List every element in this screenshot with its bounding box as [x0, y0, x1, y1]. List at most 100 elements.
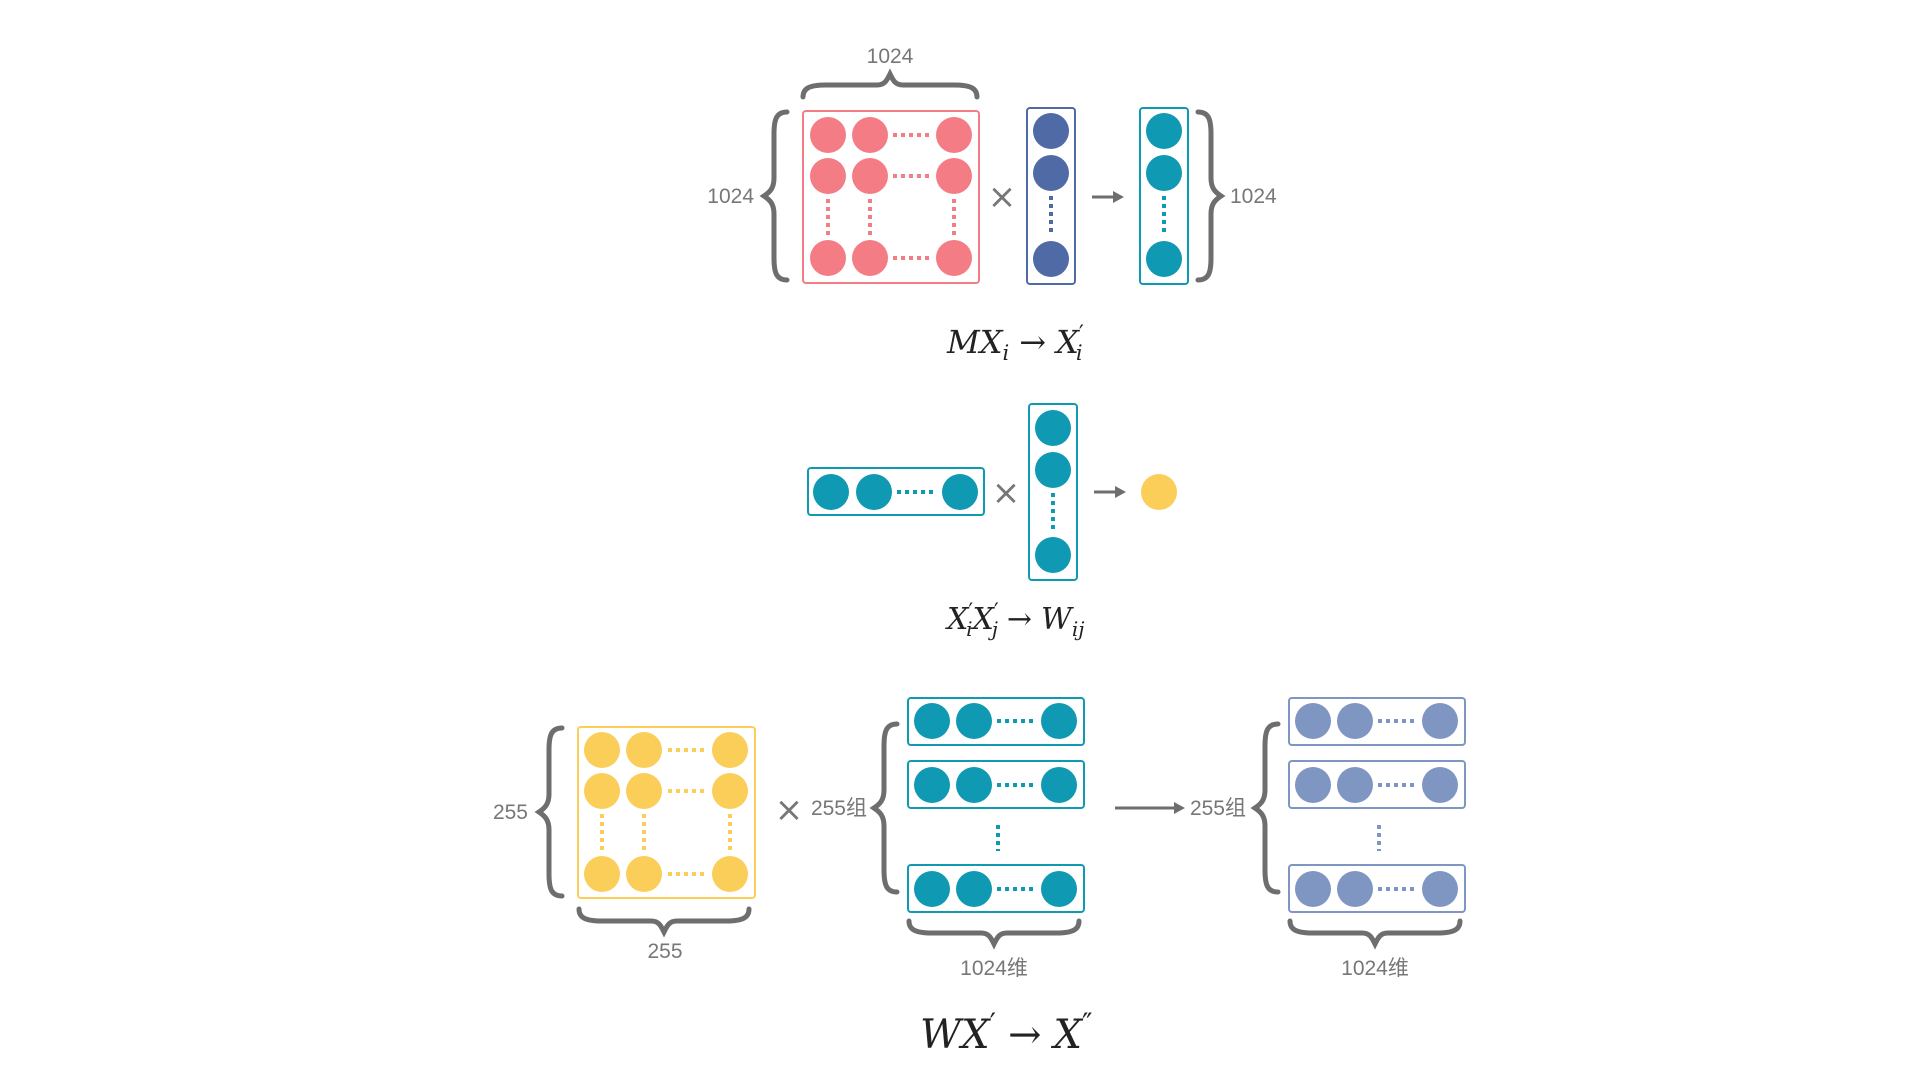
formula-mx-to-x-prime: MXi → X′ i: [946, 322, 1084, 365]
formula-wx-prime-to-x-double-prime: WX′ → X″: [920, 1007, 1092, 1058]
output-groups-label: 255组: [1190, 797, 1246, 820]
matrix-width-brace: [800, 68, 980, 100]
matrix-w-grid: [584, 732, 748, 892]
matrix-m-cell: [936, 158, 972, 194]
matrix-m-ellipsis: [826, 133, 956, 260]
matrix-width-label: 1024: [867, 45, 914, 68]
vector-x-prime-i: [1139, 107, 1189, 285]
column-vector-cell: [1035, 537, 1071, 573]
matrix-w-cell: [584, 773, 620, 809]
scalar-w-ij: [1141, 474, 1177, 510]
matrix-w-cell: [626, 773, 662, 809]
input-vector-cell: [914, 871, 950, 907]
vector-x-i-cell: [1033, 241, 1069, 277]
input-groups-brace: [869, 721, 900, 895]
input-vector-cell: [914, 767, 950, 803]
row-vector-x-prime-i: [807, 467, 985, 516]
column-vector-x-prime-j: [1028, 403, 1078, 581]
matrix-m: [802, 110, 980, 284]
section-dot-product: × X′ iX′ j → Wij: [807, 403, 1177, 641]
section-weighted-sum: 255 255 × 255组: [493, 697, 1466, 1058]
w-matrix-width-brace: [576, 906, 752, 938]
output-vector-cell: [1422, 767, 1458, 803]
input-vector-group: [907, 697, 1085, 913]
output-vector-cell: [1422, 703, 1458, 739]
output-vector-cell: [1295, 703, 1331, 739]
multiply-symbol: ×: [775, 790, 804, 830]
matrix-m-cell: [852, 117, 888, 153]
output-vector-cell: [1337, 767, 1373, 803]
vector-x-prime-i-cells: [1146, 113, 1182, 277]
column-vector-x-prime-j-cells: [1035, 410, 1071, 573]
vector-x-prime-i-cell: [1146, 155, 1182, 191]
row-vector-cell: [856, 474, 892, 510]
output-vector-cell: [1422, 871, 1458, 907]
output-vector: [1288, 864, 1466, 913]
matrix-m-cell: [810, 117, 846, 153]
output-groups-brace: [1250, 721, 1281, 895]
matrix-m-cell: [936, 240, 972, 276]
vector-x-prime-i-cell: [1146, 241, 1182, 277]
row-vector-cell: [813, 474, 849, 510]
output-height-brace: [1195, 109, 1226, 283]
arrow-icon: [1115, 802, 1185, 814]
input-vector: [907, 864, 1085, 913]
column-vector-cell: [1035, 410, 1071, 446]
matrix-m-cell: [936, 117, 972, 153]
formula-x-prime-product-to-w: X′ iX′ j → Wij: [945, 599, 1084, 641]
vector-x-i-cell: [1033, 155, 1069, 191]
w-matrix-height-label: 255: [493, 801, 528, 824]
multiply-symbol: ×: [988, 177, 1017, 217]
input-vector-cell: [1041, 767, 1077, 803]
input-vector-cell: [956, 871, 992, 907]
vector-x-i: [1026, 107, 1076, 285]
matrix-w-cell: [626, 732, 662, 768]
output-vector: [1288, 760, 1466, 809]
arrow-icon: [1092, 191, 1124, 203]
input-groups-label: 255组: [811, 797, 867, 820]
matrix-m-cell: [810, 240, 846, 276]
vector-x-i-cell: [1033, 113, 1069, 149]
matrix-height-label: 1024: [707, 185, 754, 208]
input-vector-cell: [956, 767, 992, 803]
vector-x-prime-i-cell: [1146, 113, 1182, 149]
input-dim-label: 1024维: [960, 957, 1028, 980]
w-matrix-width-label: 255: [647, 940, 682, 963]
input-vector-cell: [956, 703, 992, 739]
matrix-w-cell: [712, 856, 748, 892]
output-vector-cell: [1295, 871, 1331, 907]
row-vector-cell: [942, 474, 978, 510]
output-vector-cell: [1337, 703, 1373, 739]
matrix-m-cell: [852, 240, 888, 276]
matrix-w-cell: [584, 856, 620, 892]
output-vector: [1288, 697, 1466, 746]
row-vector-x-prime-i-cells: [813, 474, 978, 510]
input-dim-brace: [906, 918, 1082, 950]
matrix-w-cell: [626, 856, 662, 892]
input-vector: [907, 760, 1085, 809]
multiply-symbol: ×: [992, 473, 1021, 513]
input-vector-cell: [914, 703, 950, 739]
output-vector-group: [1288, 697, 1466, 913]
matrix-w-cell: [712, 732, 748, 768]
matrix-w: [577, 726, 756, 899]
column-vector-cell: [1035, 452, 1071, 488]
input-vector-cell: [1041, 703, 1077, 739]
output-dim-label: 1024维: [1341, 957, 1409, 980]
matrix-m-grid: [810, 117, 972, 276]
output-vector-cell: [1295, 767, 1331, 803]
output-dim-brace: [1287, 918, 1463, 950]
matrix-w-cell: [584, 732, 620, 768]
input-vector-cell: [1041, 871, 1077, 907]
matrix-height-brace: [759, 109, 790, 283]
matrix-m-cell: [852, 158, 888, 194]
w-matrix-height-brace: [534, 725, 565, 899]
output-height-label: 1024: [1230, 185, 1277, 208]
vector-x-i-cells: [1033, 113, 1069, 277]
output-vector-cell: [1337, 871, 1373, 907]
matrix-w-ellipsis: [600, 748, 732, 876]
matrix-m-cell: [810, 158, 846, 194]
input-vector: [907, 697, 1085, 746]
section-matrix-vector-product: 1024 1024 ×: [707, 45, 1277, 365]
